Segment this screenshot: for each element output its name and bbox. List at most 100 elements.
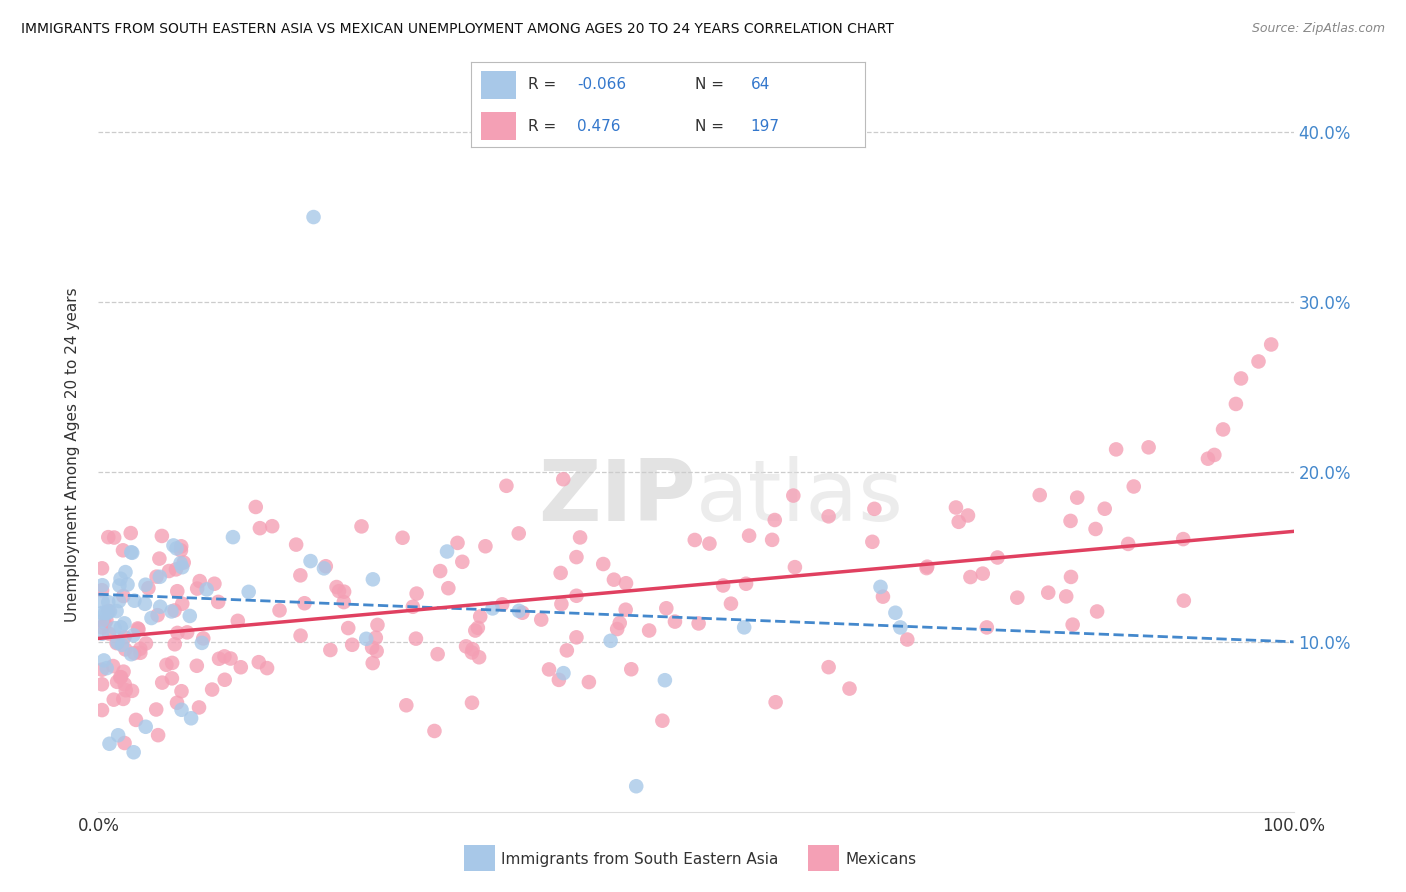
Point	[169, 556, 191, 570]
Point	[366, 618, 388, 632]
Point	[162, 538, 184, 552]
Point	[163, 603, 186, 617]
Bar	[481, 112, 516, 140]
Point	[148, 551, 170, 566]
Point	[150, 529, 173, 543]
Point	[860, 534, 883, 549]
Point	[436, 544, 458, 558]
Point	[91, 595, 114, 609]
Point	[160, 604, 183, 618]
Point	[1054, 590, 1077, 604]
Point	[565, 589, 588, 603]
Point	[226, 614, 249, 628]
Point	[333, 584, 356, 599]
Point	[214, 673, 236, 687]
Point	[391, 531, 413, 545]
Point	[91, 663, 114, 677]
Point	[104, 621, 127, 635]
Point	[461, 696, 484, 710]
Point	[149, 570, 172, 584]
Point	[1197, 451, 1219, 466]
Point	[247, 655, 270, 669]
Point	[188, 574, 211, 588]
Point	[170, 684, 193, 698]
Point	[454, 640, 477, 654]
Point	[655, 601, 678, 615]
Point	[125, 713, 148, 727]
Point	[578, 675, 600, 690]
Point	[599, 633, 621, 648]
Text: R =: R =	[529, 78, 557, 93]
Point	[361, 640, 384, 655]
Point	[91, 578, 114, 592]
Point	[915, 561, 938, 575]
Point	[869, 580, 891, 594]
Point	[160, 656, 183, 670]
Point	[176, 625, 198, 640]
Point	[98, 626, 121, 640]
Point	[150, 675, 173, 690]
Point	[170, 539, 193, 553]
Point	[111, 543, 134, 558]
Point	[782, 489, 804, 503]
Point	[495, 479, 517, 493]
Point	[423, 723, 446, 738]
Point	[1028, 488, 1050, 502]
Point	[325, 580, 347, 594]
Text: N =: N =	[696, 78, 724, 93]
Point	[166, 584, 188, 599]
Point	[112, 665, 135, 679]
Point	[945, 500, 967, 515]
Point	[429, 564, 451, 578]
Point	[103, 531, 125, 545]
Point	[91, 614, 114, 628]
Point	[114, 736, 136, 750]
Point	[1105, 442, 1128, 457]
Point	[1038, 585, 1060, 599]
Point	[340, 638, 363, 652]
Point	[683, 533, 706, 547]
Point	[105, 636, 128, 650]
Point	[699, 536, 721, 550]
Point	[711, 578, 734, 592]
Point	[165, 562, 187, 576]
Point	[193, 632, 215, 646]
Point	[120, 526, 142, 541]
Point	[229, 660, 252, 674]
Point	[208, 651, 231, 665]
Point	[173, 556, 195, 570]
Point	[470, 609, 492, 624]
Text: Mexicans: Mexicans	[845, 853, 917, 867]
Point	[249, 521, 271, 535]
Point	[166, 696, 188, 710]
Point	[328, 584, 350, 599]
Point	[508, 526, 530, 541]
Point	[592, 557, 614, 571]
Text: Immigrants from South Eastern Asia: Immigrants from South Eastern Asia	[501, 853, 778, 867]
Point	[214, 649, 236, 664]
Point	[290, 568, 312, 582]
Point	[765, 695, 787, 709]
Point	[114, 616, 136, 631]
Point	[426, 647, 449, 661]
Point	[186, 658, 208, 673]
Point	[285, 538, 308, 552]
Point	[145, 702, 167, 716]
Point	[299, 554, 322, 568]
Point	[96, 661, 118, 675]
Point	[94, 616, 117, 631]
Point	[550, 597, 572, 611]
Point	[735, 576, 758, 591]
Point	[180, 711, 202, 725]
Point	[986, 550, 1008, 565]
Point	[172, 560, 194, 574]
Point	[720, 597, 742, 611]
Point	[166, 541, 188, 556]
Point	[186, 582, 208, 596]
Point	[238, 585, 260, 599]
Point	[402, 599, 425, 614]
Point	[97, 604, 120, 618]
Point	[170, 543, 193, 558]
Point	[149, 599, 172, 614]
Point	[155, 657, 177, 672]
